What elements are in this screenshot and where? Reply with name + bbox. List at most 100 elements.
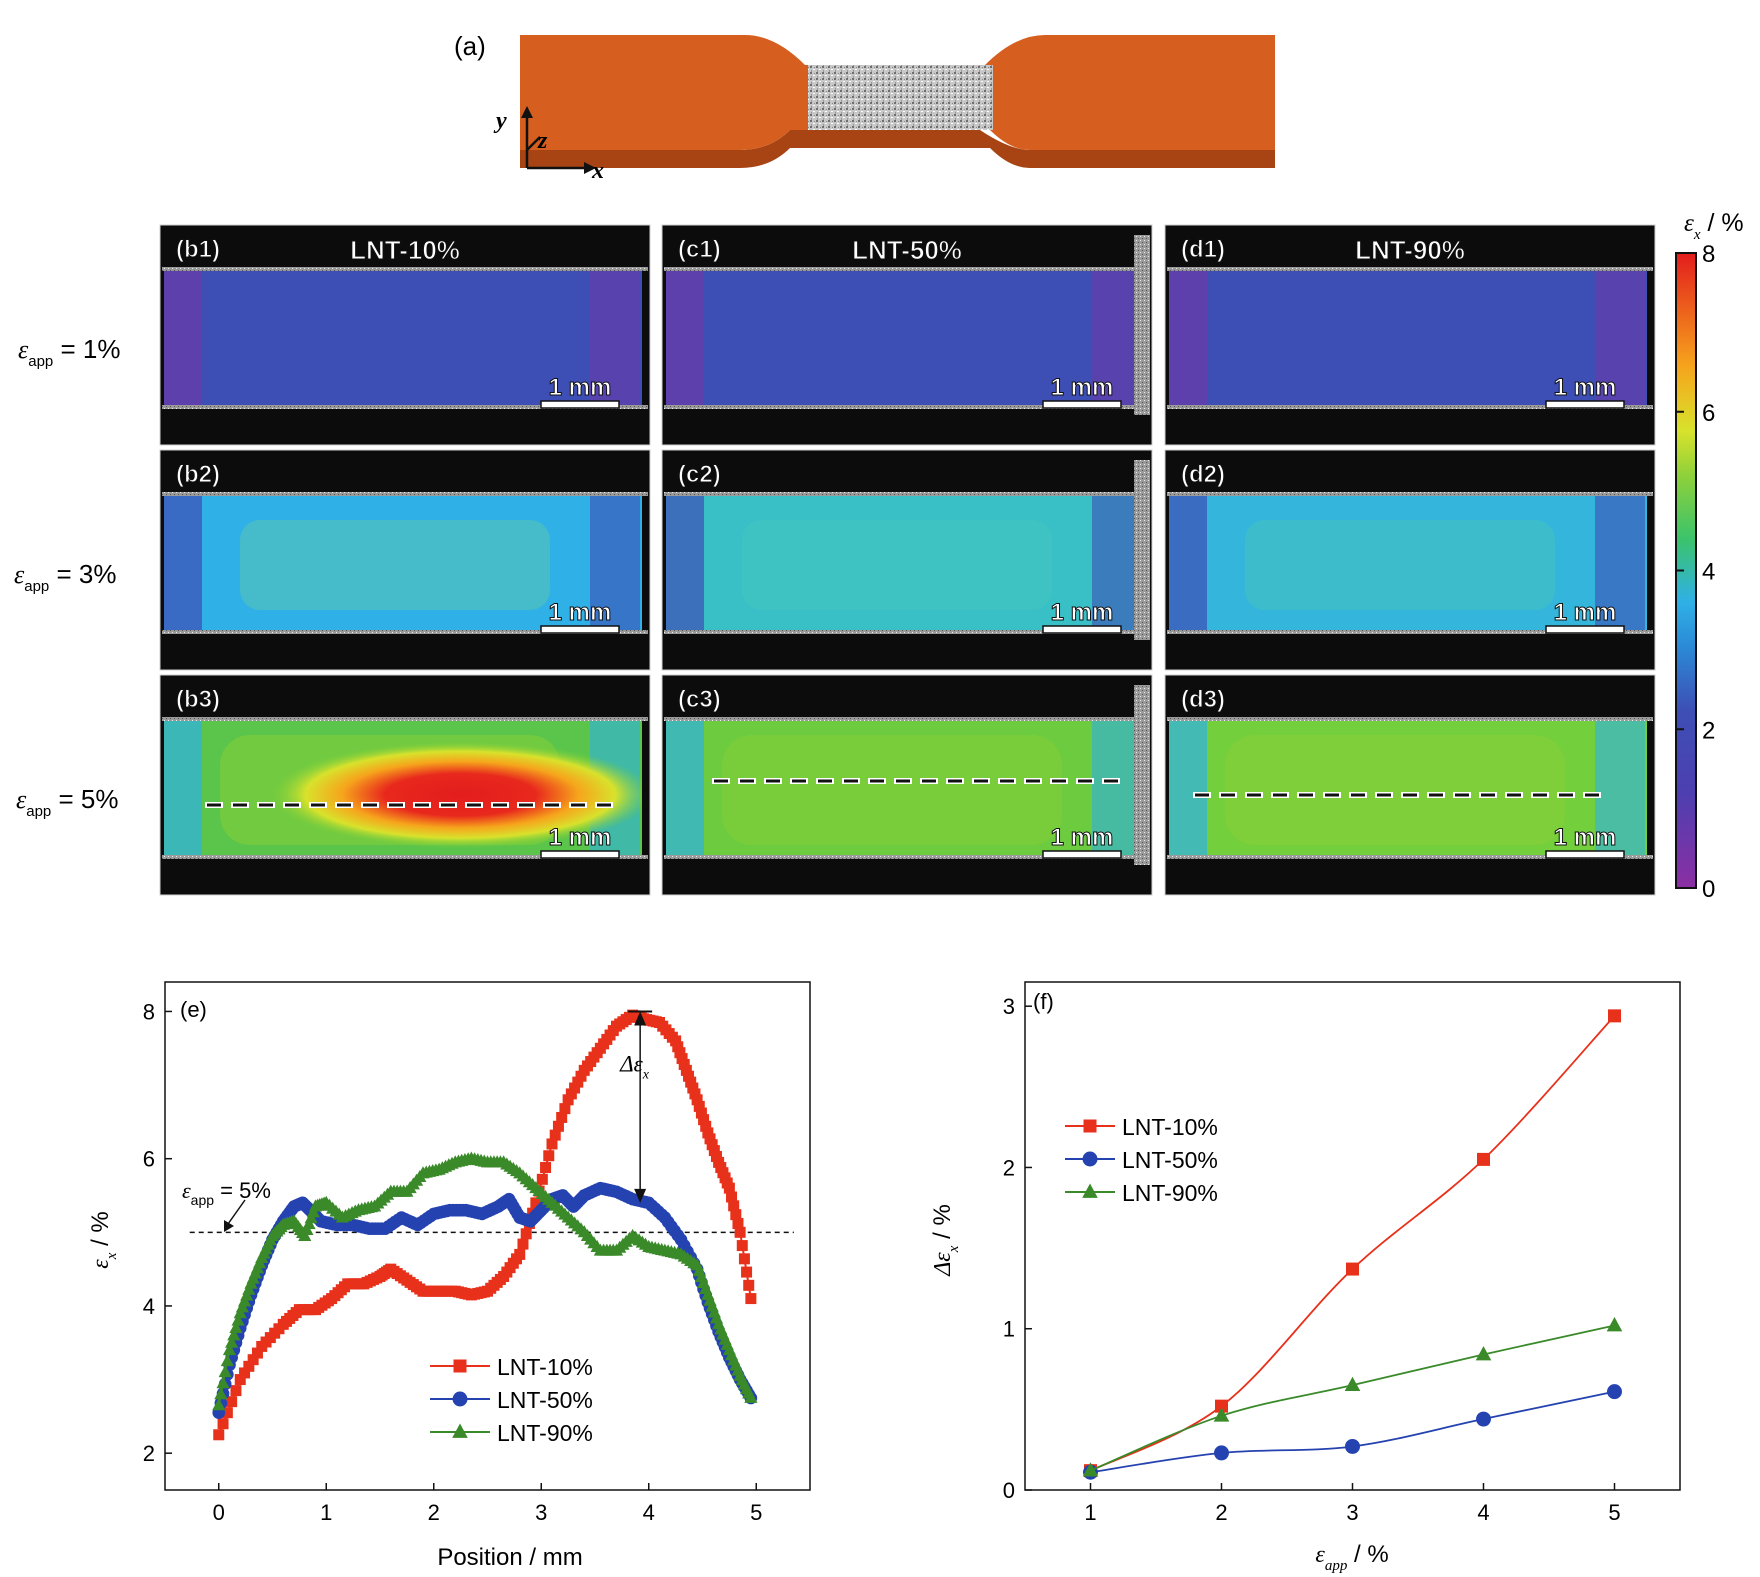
chart-f-xtick-2: 2	[1215, 1500, 1227, 1525]
chart-e-ytick-6: 6	[143, 1147, 155, 1172]
chart-e-legend-item-LNT-50%: LNT-50%	[430, 1387, 593, 1413]
colorbar: 8 6 4 2 0 εx / %	[1675, 209, 1744, 903]
chart-e-legend-marker-LNT-50%	[452, 1391, 468, 1407]
chart-e-point-LNT-10%-167	[728, 1200, 740, 1212]
strain-map-b3: (b3) 1 mm	[159, 674, 651, 896]
scale-bar-d3	[1545, 850, 1625, 859]
chart-e-point-LNT-10%-1	[217, 1418, 229, 1430]
axis-y-letter: y	[493, 108, 507, 134]
chart-e-xtick-2: 2	[428, 1500, 440, 1525]
chart-e-point-LNT-10%-8	[247, 1354, 259, 1366]
chart-f-point-LNT-90%-3	[1344, 1376, 1361, 1392]
chart-f-point-LNT-90%-1	[1082, 1462, 1099, 1477]
chart-e-legend: LNT-10% LNT-50% LNT-90%	[430, 1354, 593, 1446]
chart-f-panel-label: (f)	[1033, 989, 1054, 1014]
map-label-b2: (b2)	[176, 461, 220, 488]
chart-e-point-LNT-90%-190	[744, 1390, 758, 1403]
chart-f-xtick-3: 3	[1346, 1500, 1358, 1525]
chart-e-point-LNT-10%-6	[239, 1367, 251, 1379]
chart-f-legend-item-LNT-50%: LNT-50%	[1065, 1147, 1218, 1173]
chart-e-ytick-4: 4	[143, 1294, 155, 1319]
map-label-b1: (b1)	[176, 236, 220, 263]
scale-bar-label-d3: 1 mm	[1554, 824, 1617, 851]
chart-e-xlabel: Position / mm	[437, 1544, 582, 1571]
strain-map-c3: (c3) 1 mm	[661, 674, 1153, 896]
scale-bar-label-c2: 1 mm	[1051, 599, 1114, 626]
scale-bar-label-b3: 1 mm	[549, 824, 612, 851]
map-label-d3: (d3)	[1181, 686, 1225, 713]
scale-bar-label-c1: 1 mm	[1051, 374, 1114, 401]
chart-e-point-LNT-10%-157	[706, 1139, 718, 1151]
chart-e-point-LNT-10%-105	[562, 1094, 574, 1106]
chart-e-point-LNT-10%-172	[738, 1253, 750, 1265]
chart-f-legend-marker-LNT-90%	[1082, 1183, 1098, 1198]
chart-f-point-LNT-10%-2	[1215, 1399, 1228, 1413]
chart-f-point-LNT-90%-2	[1213, 1407, 1230, 1422]
colorbar-tick-8: 8	[1702, 241, 1715, 268]
axis-z-letter: z	[537, 128, 548, 154]
chart-e-legend-label-LNT-90%: LNT-90%	[497, 1420, 593, 1446]
chart-e-legend-item-LNT-90%: LNT-90%	[430, 1420, 593, 1446]
chart-f-xlabel: εapp / %	[1315, 1541, 1388, 1574]
chart-f-legend-marker-LNT-50%	[1082, 1151, 1098, 1167]
strain-map-b2: (b2) 1 mm	[159, 449, 651, 671]
chart-e-point-LNT-10%-2	[221, 1407, 233, 1419]
map-title-d1: LNT-90%	[1355, 235, 1465, 265]
scale-bar-d2	[1545, 625, 1625, 634]
chart-e-point-LNT-10%-109	[575, 1070, 587, 1082]
chart-e-ylabel: εx / %	[87, 1211, 120, 1268]
chart-e-ytick-2: 2	[143, 1441, 155, 1466]
chart-e-series-LNT-90%	[212, 1151, 758, 1411]
coordinate-axes	[525, 112, 590, 170]
chart-e-point-LNT-10%-175	[745, 1293, 757, 1305]
map-label-d2: (d2)	[1181, 461, 1225, 488]
chart-e-panel-label: (e)	[180, 997, 207, 1022]
scale-bar-b2	[540, 625, 620, 634]
scale-bar-b1	[540, 400, 620, 409]
chart-e-point-LNT-10%-91	[517, 1238, 529, 1250]
chart-e-point-LNT-90%-8	[229, 1320, 243, 1333]
scale-bar-c1	[1042, 400, 1122, 409]
scale-bar-label-d2: 1 mm	[1554, 599, 1617, 626]
chart-e-point-LNT-90%-0	[212, 1398, 226, 1411]
row-label-3: εapp = 5%	[16, 784, 119, 820]
row-label-2: εapp = 3%	[14, 559, 117, 595]
chart-e-delta-label: Δεx	[619, 1051, 650, 1082]
scale-bar-label-b2: 1 mm	[549, 599, 612, 626]
chart-e-point-LNT-10%-171	[736, 1240, 748, 1252]
chart-e-point-LNT-10%-104	[559, 1103, 571, 1115]
chart-e-point-LNT-90%-3	[218, 1365, 232, 1378]
chart-e-point-LNT-90%-2	[216, 1376, 230, 1389]
chart-f-xtick-4: 4	[1477, 1500, 1489, 1525]
chart-e-point-LNT-90%-7	[227, 1328, 241, 1341]
chart-e-point-LNT-10%-140	[670, 1035, 682, 1047]
chart-e-point-LNT-10%-174	[743, 1279, 755, 1291]
chart-e-point-LNT-10%-101	[549, 1129, 561, 1141]
chart-e-point-LNT-10%-5	[234, 1374, 246, 1386]
chart-f-ylabel: Δεx / %	[929, 1204, 962, 1277]
chart-e-point-LNT-10%-151	[693, 1100, 705, 1112]
chart-e-point-LNT-10%-147	[685, 1076, 697, 1088]
strain-map-c2: (c2) 1 mm	[661, 449, 1153, 671]
chart-e-legend-marker-LNT-10%	[453, 1359, 467, 1373]
chart-f-legend-item-LNT-90%: LNT-90%	[1065, 1180, 1218, 1206]
chart-f-point-LNT-90%-4	[1475, 1346, 1492, 1361]
chart-e-legend-label-LNT-10%: LNT-10%	[497, 1354, 593, 1380]
chart-e-point-LNT-90%-4	[220, 1354, 234, 1367]
chart-f-legend-label-LNT-90%: LNT-90%	[1122, 1180, 1218, 1206]
chart-e-point-LNT-10%-152	[695, 1107, 707, 1119]
chart-f-point-LNT-10%-5	[1608, 1009, 1621, 1023]
chart-e-point-LNT-10%-108	[572, 1076, 584, 1088]
chart-e-point-LNT-10%-97	[536, 1173, 548, 1185]
chart-e-point-LNT-10%-165	[723, 1182, 735, 1194]
chart-f-ytick-0: 0	[1003, 1478, 1015, 1503]
chart-e-point-LNT-10%-103	[556, 1111, 568, 1123]
chart-e-point-LNT-10%-9	[251, 1347, 263, 1359]
map-label-c1: (c1)	[678, 236, 721, 263]
strain-map-d3: (d3) 1 mm	[1164, 674, 1656, 896]
chart-f-point-LNT-90%-5	[1606, 1317, 1623, 1332]
colorbar-tick-0: 0	[1702, 876, 1715, 903]
map-label-c2: (c2)	[678, 461, 721, 488]
scale-bar-label-c3: 1 mm	[1051, 824, 1114, 851]
